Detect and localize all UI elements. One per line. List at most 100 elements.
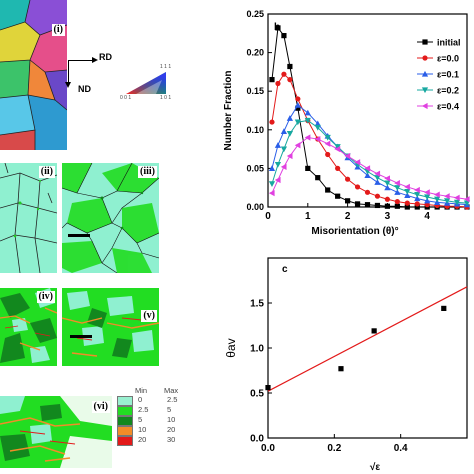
series-4: ε=0.4 <box>268 102 470 203</box>
scale-bar <box>70 335 92 338</box>
data-point <box>414 186 420 194</box>
data-point <box>314 120 321 127</box>
data-point <box>443 193 450 200</box>
data-point <box>441 305 447 311</box>
data-point <box>280 128 288 134</box>
data-point <box>384 203 390 209</box>
legend-max-value: 30 <box>167 435 176 444</box>
data-point <box>374 193 381 199</box>
legend-label: ε=0.2 <box>437 86 459 96</box>
ipf-triangle <box>126 72 166 94</box>
data-point <box>394 198 400 205</box>
data-point <box>325 151 331 158</box>
series-3: ε=0.2 <box>268 86 471 207</box>
ipf-label-101: 1 0 1 <box>160 95 172 101</box>
data-point <box>404 183 410 191</box>
panel-label-iv: (iv) <box>36 291 55 303</box>
data-point <box>305 165 311 171</box>
data-point <box>338 366 344 372</box>
data-point <box>463 196 470 203</box>
data-point <box>404 192 411 199</box>
panel-label-vi: (vi) <box>91 401 110 413</box>
data-point <box>394 179 400 187</box>
y-tick-label: 0.20 <box>246 48 264 58</box>
data-point <box>281 71 287 77</box>
y-tick-label: 0.5 <box>250 389 264 400</box>
data-point <box>269 77 275 83</box>
data-point <box>269 119 275 125</box>
y-tick-label: 0.15 <box>246 86 264 96</box>
data-point <box>314 124 321 131</box>
data-point <box>274 176 281 184</box>
x-axis-label: Misorientation (θ)° <box>311 226 398 237</box>
data-point <box>268 189 275 197</box>
data-point <box>394 185 401 191</box>
panel-label-c: c <box>282 264 288 275</box>
data-point <box>286 152 293 160</box>
fit-line <box>267 286 468 392</box>
data-point <box>324 134 331 141</box>
y-axis-label: Number Fraction <box>223 70 234 150</box>
series-line <box>271 26 467 208</box>
rd-label: RD <box>99 52 112 62</box>
legend-label: ε=0.1 <box>437 70 459 80</box>
data-point <box>325 187 331 193</box>
data-point <box>324 140 331 147</box>
data-point <box>275 80 281 87</box>
data-point <box>294 119 301 126</box>
data-point <box>364 172 371 178</box>
data-point <box>335 193 341 199</box>
data-point <box>374 202 381 209</box>
data-point <box>286 115 294 121</box>
kam-map-iv: (iv) <box>0 288 57 366</box>
y-tick-label: 0.00 <box>246 202 264 212</box>
ebsd-ipf-map: (i) <box>0 0 67 150</box>
data-point <box>414 195 421 202</box>
panel-label-i: (i) <box>51 24 65 36</box>
scale-bar <box>68 234 90 237</box>
data-point <box>404 188 411 195</box>
data-point <box>287 77 293 83</box>
legend-marker <box>421 102 428 110</box>
x-tick-label: 1 <box>305 211 311 222</box>
legend-max-header: Max <box>164 386 179 395</box>
data-point <box>434 191 440 198</box>
kam-map-vi: (vi) <box>0 396 112 468</box>
panel-label-iii: (iii) <box>138 166 157 178</box>
y-axis-label: θav <box>224 338 238 357</box>
x-tick-label: 0 <box>265 211 271 222</box>
panel-label-v: (v) <box>141 310 157 322</box>
data-point <box>424 197 431 204</box>
data-point <box>384 180 391 187</box>
data-point <box>453 194 460 201</box>
rd-arrow-icon <box>92 57 98 63</box>
legend-marker <box>422 55 428 61</box>
data-point <box>344 152 351 160</box>
y-tick-label: 1.5 <box>250 299 264 310</box>
data-point <box>414 204 420 210</box>
y-tick-label: 0.10 <box>246 125 264 135</box>
data-point <box>434 196 441 203</box>
data-point <box>443 198 451 204</box>
data-point <box>335 165 341 171</box>
legend-label: initial <box>437 38 461 48</box>
legend-swatch <box>117 436 133 446</box>
legend-max-value: 2.5 <box>167 395 178 404</box>
series-line <box>271 73 468 208</box>
data-point <box>424 194 431 201</box>
nd-arrow-icon <box>65 82 71 88</box>
axis-line-vertical <box>68 60 69 84</box>
legend-marker <box>421 70 429 77</box>
legend-swatch <box>117 406 133 416</box>
data-point <box>384 196 390 202</box>
series-line <box>271 120 468 204</box>
data-point <box>280 146 288 153</box>
nd-label: ND <box>78 84 91 94</box>
panel-label-ii: (ii) <box>38 166 55 178</box>
legend-label: ε=0.4 <box>437 102 459 112</box>
legend-max-value: 5 <box>167 405 172 414</box>
legend-swatch <box>117 396 133 406</box>
series-line <box>271 104 468 206</box>
legend-min-header: Min <box>135 386 148 395</box>
kam-map-v: (v) <box>62 288 159 366</box>
